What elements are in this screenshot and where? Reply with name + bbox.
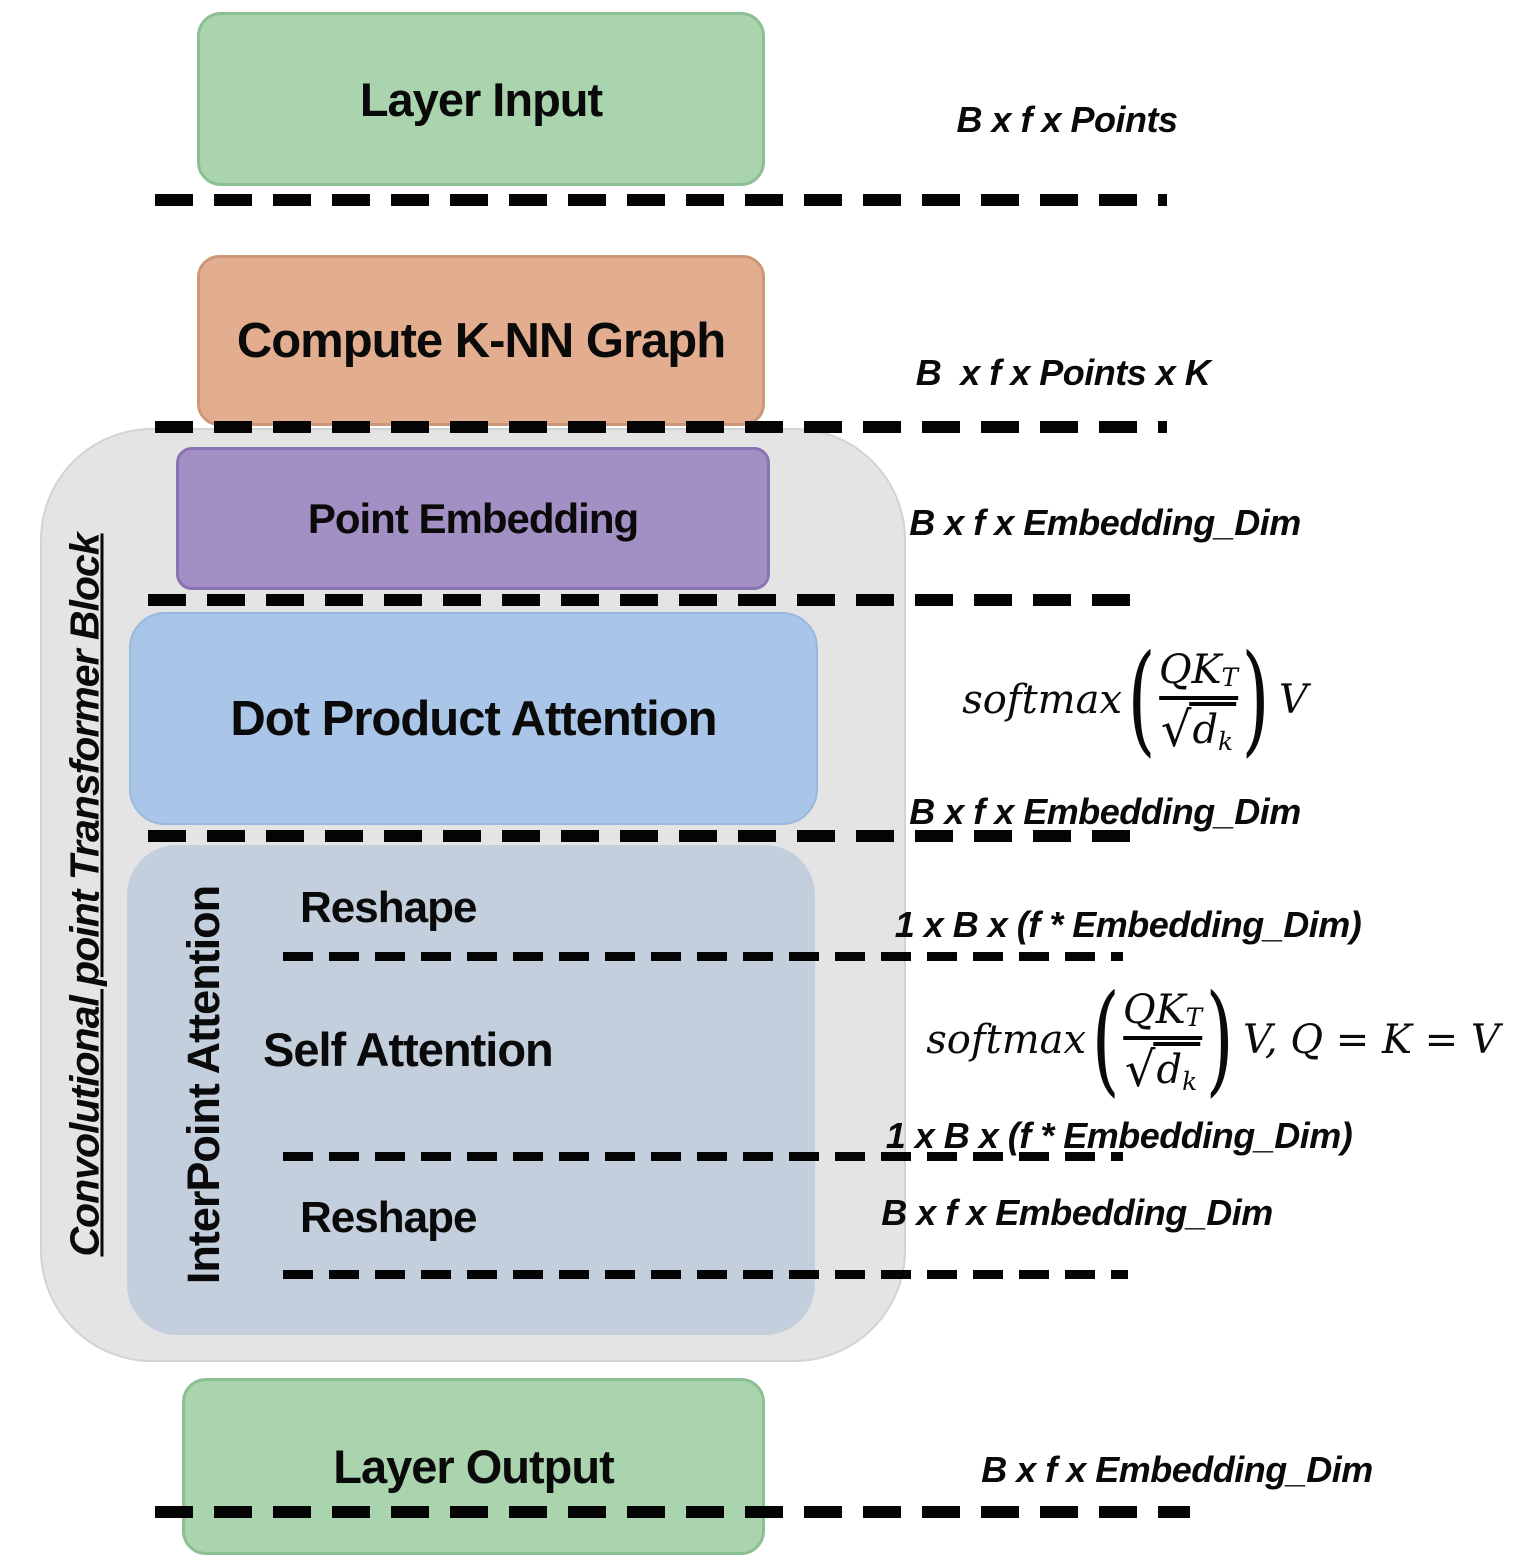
- self-attention-node: Self Attention: [263, 1023, 554, 1076]
- shape-annotation-embedding: B x f x Embedding_Dim: [909, 502, 1301, 543]
- interpoint-attention-label: InterPoint Attention: [178, 885, 229, 1285]
- shape-annotation-reshape2: B x f x Embedding_Dim: [881, 1192, 1273, 1233]
- point-embedding-node: Point Embedding: [176, 447, 770, 590]
- softmax-formula-1: softmax ( QK T √ dk ) V: [962, 630, 1308, 769]
- shape-annotation-attention-out: B x f x Embedding_Dim: [909, 791, 1301, 832]
- dashed-divider-4: [148, 830, 1140, 842]
- fraction-bar: [1158, 696, 1239, 700]
- formula-function: softmax: [962, 677, 1123, 723]
- denominator: d: [1192, 707, 1219, 753]
- fraction: QK T √ dk: [1158, 647, 1239, 758]
- dashed-divider-3: [148, 594, 1140, 606]
- denominator-subscript: k: [1182, 1066, 1198, 1096]
- softmax-formula-2: softmax ( QK T √ dk ) V, Q = K = V: [926, 970, 1500, 1109]
- dot-product-attention-node: Dot Product Attention: [129, 612, 818, 825]
- shape-annotation-input: B x f x Points: [956, 99, 1178, 140]
- dashed-divider-2: [155, 421, 1167, 433]
- formula-suffix: V, Q = K = V: [1242, 1017, 1500, 1063]
- shape-annotation-reshape1: 1 x B x (f * Embedding_Dim): [894, 904, 1362, 945]
- layer-output-node: Layer Output: [182, 1378, 765, 1555]
- reshape-1-node: Reshape: [300, 883, 477, 932]
- radical-sign: √: [1160, 701, 1192, 758]
- denominator: d: [1156, 1047, 1183, 1093]
- fraction-bar: [1122, 1036, 1203, 1040]
- fraction: QK T √ dk: [1122, 987, 1203, 1098]
- layer-input-node: Layer Input: [197, 12, 765, 186]
- dashed-divider-5: [283, 952, 1123, 961]
- denominator-subscript: k: [1218, 726, 1234, 756]
- dashed-divider-8: [155, 1506, 1190, 1518]
- dashed-divider-1: [155, 194, 1167, 206]
- dashed-divider-7: [283, 1270, 1128, 1279]
- numerator: QK: [1158, 647, 1222, 693]
- shape-annotation-knn: B x f x Points x K: [915, 352, 1211, 393]
- shape-annotation-self-attention-out: 1 x B x (f * Embedding_Dim): [885, 1115, 1353, 1156]
- knn-graph-node: Compute K-NN Graph: [197, 255, 765, 426]
- transformer-block-label: Convolutional point Transformer Block: [61, 533, 108, 1257]
- numerator: QK: [1122, 987, 1186, 1033]
- formula-function: softmax: [926, 1017, 1087, 1063]
- radical-sign: √: [1124, 1041, 1156, 1098]
- interpoint-attention-container: [127, 845, 815, 1335]
- formula-suffix: V: [1278, 677, 1308, 723]
- reshape-2-node: Reshape: [300, 1193, 477, 1242]
- shape-annotation-output: B x f x Embedding_Dim: [981, 1449, 1373, 1490]
- dashed-divider-6: [283, 1152, 1123, 1161]
